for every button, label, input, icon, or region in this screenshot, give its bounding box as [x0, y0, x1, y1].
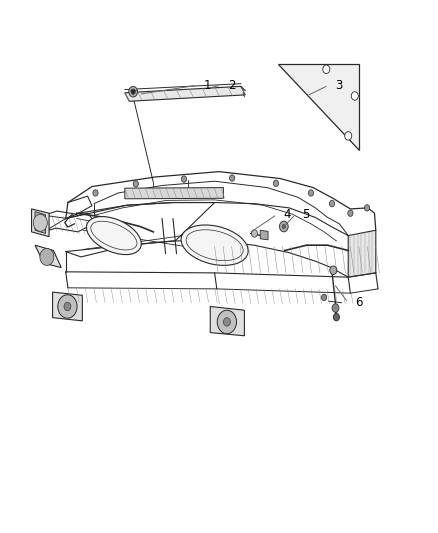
Text: 1: 1 — [204, 79, 211, 92]
Circle shape — [133, 181, 138, 187]
Circle shape — [364, 205, 370, 211]
Circle shape — [273, 180, 279, 187]
Circle shape — [345, 132, 352, 140]
Circle shape — [223, 318, 230, 326]
Circle shape — [40, 248, 54, 265]
Circle shape — [282, 224, 286, 229]
Circle shape — [279, 221, 288, 232]
Circle shape — [330, 266, 337, 274]
Polygon shape — [348, 230, 376, 277]
Circle shape — [181, 176, 187, 182]
Polygon shape — [35, 212, 46, 233]
Circle shape — [251, 230, 258, 237]
Circle shape — [332, 304, 339, 312]
Circle shape — [230, 175, 235, 181]
Text: 2: 2 — [228, 79, 235, 92]
Circle shape — [217, 310, 237, 334]
Circle shape — [321, 294, 327, 301]
Polygon shape — [53, 292, 82, 321]
Text: 3: 3 — [335, 79, 343, 92]
Circle shape — [58, 295, 77, 318]
Circle shape — [351, 92, 358, 100]
Circle shape — [129, 86, 138, 97]
Circle shape — [64, 302, 71, 311]
Polygon shape — [125, 188, 223, 199]
Circle shape — [323, 65, 330, 74]
Polygon shape — [260, 230, 268, 240]
Text: 5: 5 — [302, 208, 310, 221]
Polygon shape — [35, 245, 61, 268]
Circle shape — [333, 313, 339, 321]
Polygon shape — [32, 209, 49, 237]
Circle shape — [93, 190, 98, 196]
Circle shape — [348, 210, 353, 216]
Circle shape — [308, 190, 314, 196]
Ellipse shape — [86, 216, 141, 255]
Text: 6: 6 — [355, 296, 362, 309]
Ellipse shape — [181, 225, 248, 265]
Text: 4: 4 — [284, 208, 291, 221]
Polygon shape — [125, 86, 245, 101]
Circle shape — [131, 89, 135, 94]
Circle shape — [329, 200, 335, 207]
Polygon shape — [210, 306, 244, 336]
Polygon shape — [278, 64, 359, 150]
Circle shape — [33, 214, 47, 231]
